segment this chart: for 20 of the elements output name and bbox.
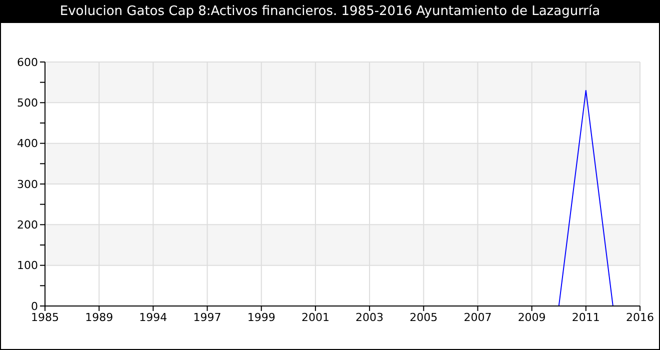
y-tick-label: 300 xyxy=(17,178,38,191)
x-tick-label: 1994 xyxy=(139,310,168,324)
x-tick-label: 1985 xyxy=(31,310,59,324)
chart-title: Evolucion Gatos Cap 8:Activos financieros. 1985-2016 Ayuntamiento de Lazagurría xyxy=(1,1,659,23)
x-tick-label: 2011 xyxy=(572,310,600,324)
x-tick-label: 2001 xyxy=(301,310,330,324)
x-tick-label: 1997 xyxy=(193,310,222,324)
x-tick-label: 2016 xyxy=(626,310,654,324)
y-tick-label: 0 xyxy=(31,300,38,313)
y-tick-label: 400 xyxy=(17,137,38,150)
x-tick-label: 2009 xyxy=(518,310,546,324)
x-tick-label: 1999 xyxy=(247,310,276,324)
x-tick-label: 2005 xyxy=(410,310,438,324)
y-tick-label: 100 xyxy=(17,259,38,272)
x-tick-label: 2007 xyxy=(464,310,492,324)
x-tick-label: 1989 xyxy=(85,310,114,324)
y-tick-label: 600 xyxy=(17,56,38,69)
x-tick-label: 2003 xyxy=(356,310,384,324)
y-tick-label: 200 xyxy=(17,218,38,232)
y-tick-label: 500 xyxy=(17,96,38,110)
